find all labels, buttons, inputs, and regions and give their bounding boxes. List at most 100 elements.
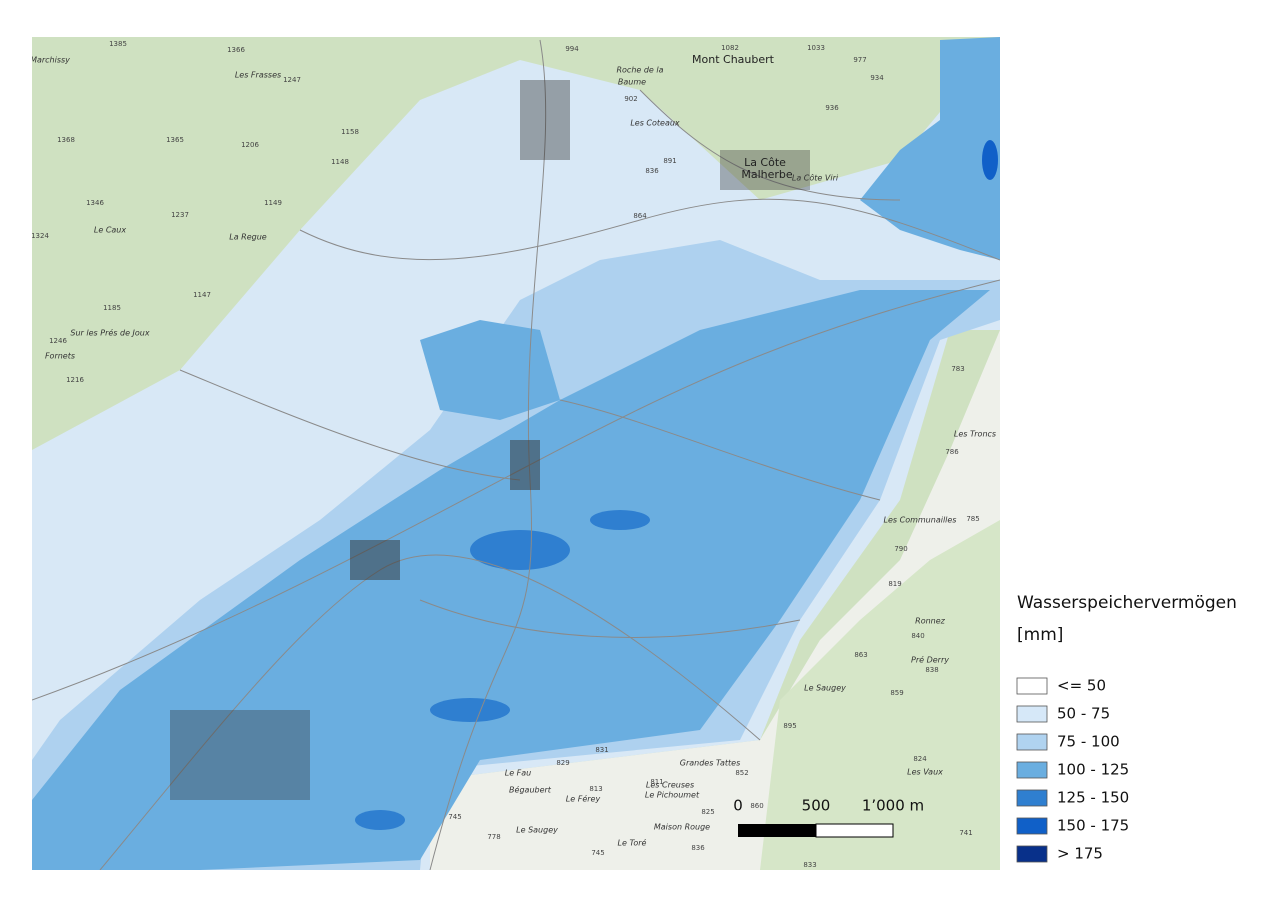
map-label: Les Creuses bbox=[646, 781, 694, 790]
map-label: 745 bbox=[448, 813, 461, 821]
map-label: 936 bbox=[825, 104, 839, 112]
map-label: 785 bbox=[966, 515, 979, 523]
map-label: 840 bbox=[911, 632, 924, 640]
map-label: Le Pichoumet bbox=[645, 791, 700, 800]
scale-bar: 0 500 1’000 m bbox=[733, 797, 924, 838]
legend: Wasserspeichervermögen [mm] <= 50 50 - 75 75… bbox=[1016, 593, 1237, 863]
map-label: 825 bbox=[701, 808, 714, 816]
map-label: 1385 bbox=[109, 40, 127, 48]
map-label: 1366 bbox=[227, 46, 245, 54]
map-label: 864 bbox=[633, 212, 647, 220]
map-label: Les Troncs bbox=[954, 430, 996, 439]
map-label: Sur les Prés de Joux bbox=[70, 328, 149, 338]
zone-100-125 bbox=[32, 290, 990, 870]
map-label: La Côte bbox=[744, 156, 786, 169]
legend-swatch bbox=[1016, 817, 1048, 835]
map-label: Pré Derry bbox=[911, 655, 949, 665]
legend-unit: [mm] bbox=[1017, 625, 1063, 645]
legend-label: 75 - 100 bbox=[1057, 733, 1120, 751]
map-label: 902 bbox=[624, 95, 637, 103]
map-label: 836 bbox=[691, 844, 705, 852]
map-label: 1368 bbox=[57, 136, 75, 144]
map-label: Le Caux bbox=[94, 226, 126, 235]
map-label: 813 bbox=[589, 785, 602, 793]
map-label: 819 bbox=[888, 580, 901, 588]
legend-title: Wasserspeichervermögen bbox=[1017, 593, 1237, 613]
zone-125-150 bbox=[355, 810, 405, 830]
map-label: 891 bbox=[663, 157, 676, 165]
map-label: 745 bbox=[591, 849, 604, 857]
map-label: 1149 bbox=[264, 199, 282, 207]
map-label: Ronnez bbox=[915, 617, 946, 626]
map-label: 829 bbox=[556, 759, 569, 767]
map-label: 934 bbox=[870, 74, 884, 82]
zone-125-150 bbox=[590, 510, 650, 530]
map-label: 977 bbox=[853, 56, 866, 64]
scale-label: 0 bbox=[733, 797, 743, 815]
map-label: 1033 bbox=[807, 44, 825, 52]
buildings bbox=[170, 80, 810, 800]
map-label: Le Saugey bbox=[804, 684, 846, 693]
map-label: La Regue bbox=[229, 233, 267, 242]
map-label: Marchissy bbox=[30, 56, 70, 65]
scale-label: 500 bbox=[802, 797, 831, 815]
map-label: Le Fau bbox=[505, 769, 532, 778]
map-label: 1346 bbox=[86, 199, 104, 207]
map-label: Les Coteaux bbox=[630, 119, 680, 128]
map-label: Le Toré bbox=[618, 838, 647, 848]
map-label: Mont Chaubert bbox=[692, 53, 775, 66]
map-label: 1365 bbox=[166, 136, 184, 144]
map-label: 863 bbox=[854, 651, 867, 659]
map-label: 1324 bbox=[31, 232, 49, 240]
map-label: 1082 bbox=[721, 44, 739, 52]
map-label: 1158 bbox=[341, 128, 359, 136]
map-label: 778 bbox=[487, 833, 500, 841]
map-label: 741 bbox=[959, 829, 972, 837]
zone-125-150 bbox=[430, 698, 510, 722]
topo-forest bbox=[760, 520, 1000, 870]
map-label: 811 bbox=[650, 778, 663, 786]
legend-swatch bbox=[1016, 761, 1048, 779]
map-label: Roche de la bbox=[616, 66, 663, 75]
map-label: Grandes Tattes bbox=[680, 759, 740, 768]
scale-segment bbox=[738, 824, 816, 837]
map-label: Les Frasses bbox=[235, 71, 281, 80]
map-label: Maison Rouge bbox=[654, 823, 710, 832]
map-label: 790 bbox=[894, 545, 907, 553]
map-label: 1247 bbox=[283, 76, 301, 84]
map-label: Le Férey bbox=[566, 794, 601, 804]
scale-label: 1’000 m bbox=[862, 797, 924, 815]
map-label: Bégaubert bbox=[509, 785, 552, 795]
legend-swatch bbox=[1016, 845, 1048, 863]
legend-label: <= 50 bbox=[1057, 677, 1106, 695]
map-label: 838 bbox=[925, 666, 938, 674]
map-label: 994 bbox=[565, 45, 579, 53]
zone-100-125 bbox=[860, 37, 1000, 260]
map-label: 786 bbox=[945, 448, 959, 456]
zone-125-150 bbox=[470, 530, 570, 570]
legend-swatch bbox=[1016, 789, 1048, 807]
legend-label: 150 - 175 bbox=[1057, 817, 1129, 835]
map-label: 1148 bbox=[331, 158, 349, 166]
map-label: 1216 bbox=[66, 376, 84, 384]
map-label: 1206 bbox=[241, 141, 259, 149]
map-label: 859 bbox=[890, 689, 903, 697]
map-label: 831 bbox=[595, 746, 608, 754]
map-label: La Côte Viri bbox=[792, 173, 839, 183]
map-label: 1147 bbox=[193, 291, 211, 299]
map-label: Baume bbox=[618, 78, 646, 87]
legend-swatch bbox=[1016, 677, 1048, 695]
map-label: Le Saugey bbox=[516, 826, 558, 835]
legend-label: 100 - 125 bbox=[1057, 761, 1129, 779]
map-label: 783 bbox=[951, 365, 964, 373]
map-label: Fornets bbox=[45, 352, 75, 361]
map-label: Malherbe bbox=[741, 168, 793, 181]
zone-150-175 bbox=[982, 140, 998, 180]
map-label: 824 bbox=[913, 755, 927, 763]
scale-segment bbox=[815, 823, 894, 838]
zone-100-125 bbox=[420, 320, 560, 420]
map-label: Les Communailles bbox=[884, 516, 957, 525]
map-label: 833 bbox=[803, 861, 816, 869]
